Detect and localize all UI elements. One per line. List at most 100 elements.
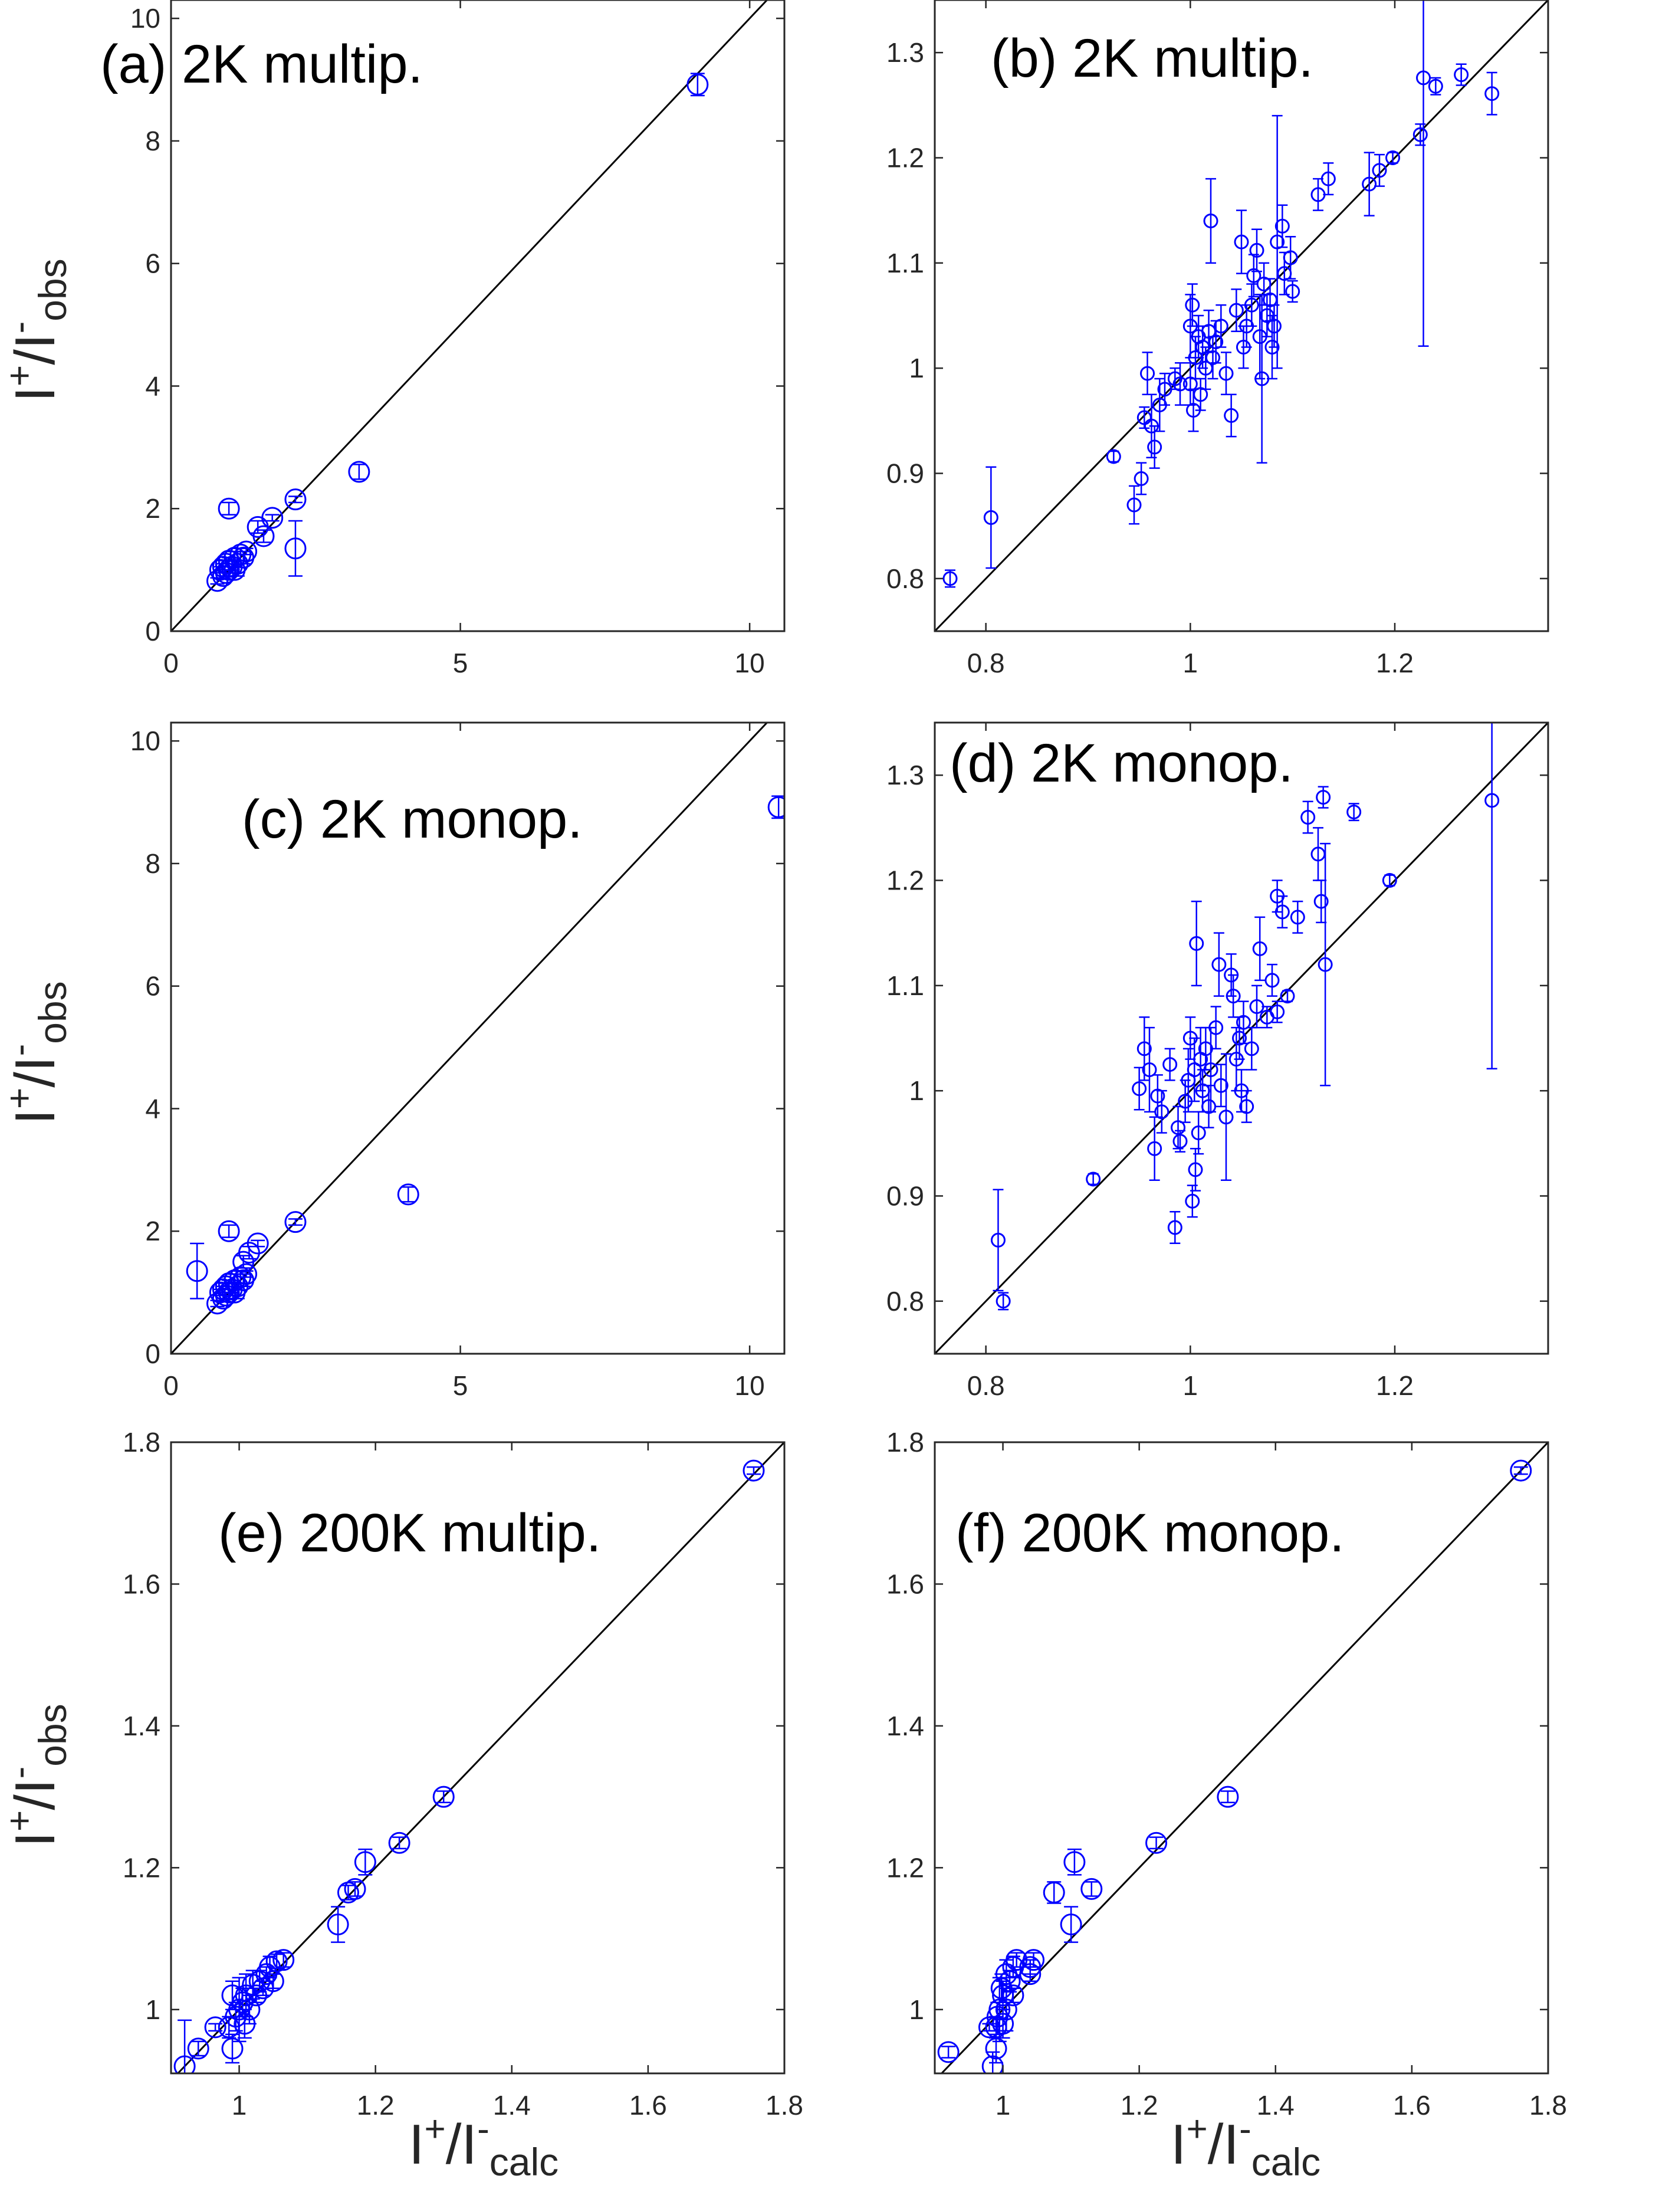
data-point: [1213, 1064, 1228, 1108]
marker-circle: [1244, 1041, 1259, 1056]
marker-circle: [432, 1786, 455, 1808]
data-point: [388, 1832, 410, 1854]
x-tick-label: 0: [163, 648, 179, 678]
y-tick-label: 4: [145, 1093, 160, 1124]
y-tick-label: 0: [145, 616, 160, 646]
marker-circle: [1205, 350, 1220, 365]
marker-circle: [1510, 1459, 1532, 1482]
data-point: [1270, 114, 1285, 369]
data-point: [432, 1786, 455, 1808]
ylabel-row3: I+/I-obs: [0, 1704, 74, 1847]
data-point: [1416, 0, 1431, 347]
data-point: [221, 2033, 244, 2064]
marker-circle: [1316, 790, 1331, 805]
marker-circle: [186, 1260, 208, 1282]
marker-circle: [1080, 1878, 1103, 1900]
data-point: [1484, 723, 1500, 1069]
y-tick-label: 1.1: [886, 970, 924, 1001]
marker-circle: [985, 2037, 1007, 2060]
data-point: [996, 1292, 1011, 1311]
marker-circle: [1193, 387, 1208, 402]
reference-line: [171, 0, 768, 631]
y-tick-label: 1.3: [886, 37, 924, 68]
marker-circle: [1239, 1099, 1254, 1114]
marker-circle: [1232, 1030, 1247, 1046]
marker-circle: [1208, 1020, 1224, 1035]
marker-circle: [1132, 1081, 1147, 1097]
marker-circle: [221, 1984, 244, 2007]
data-point: [1147, 425, 1162, 469]
marker-circle: [232, 1251, 255, 1273]
panel-title: (a) 2K multip.: [100, 34, 423, 94]
panel-title: (f) 200K monop.: [955, 1503, 1345, 1563]
y-tick-label: 6: [145, 971, 160, 1002]
y-tick-label: 1.3: [886, 760, 924, 790]
data-point: [1060, 1906, 1082, 1943]
data-point: [1244, 283, 1259, 327]
y-tick-label: 4: [145, 370, 160, 401]
data-point: [1134, 462, 1149, 495]
data-point: [1106, 449, 1121, 464]
data-point: [1316, 786, 1331, 809]
marker-circle: [1162, 1057, 1178, 1072]
data-point: [354, 1848, 376, 1876]
marker-circle: [1285, 284, 1300, 299]
axes-box: [170, 721, 786, 1355]
marker-circle: [1147, 1141, 1162, 1156]
y-tick-label: 2: [145, 493, 160, 524]
y-tick-label: 1.8: [123, 1427, 160, 1458]
marker-circle: [1484, 793, 1500, 808]
y-tick-label: 8: [145, 848, 160, 879]
marker-circle: [1167, 1220, 1182, 1235]
marker-circle: [284, 1211, 307, 1233]
marker-circle: [686, 73, 709, 96]
x-tick-label: 5: [453, 1370, 468, 1401]
marker-circle: [232, 546, 255, 569]
data-point: [1382, 873, 1397, 888]
data-point: [937, 2041, 960, 2063]
data-point: [206, 1292, 228, 1315]
marker-circle: [327, 1914, 349, 1936]
data-point: [1211, 932, 1227, 997]
marker-circle: [1002, 1956, 1024, 1978]
data-point: [1140, 352, 1155, 395]
panel-title: (c) 2K monop.: [242, 789, 583, 849]
marker-circle: [1140, 366, 1155, 381]
panel-c: 0 5 10 0 2 4 6 8 10 (c) 2K monop.: [130, 721, 786, 1401]
data-point: [337, 1881, 359, 1903]
data-point: [985, 2033, 1007, 2064]
data-point: [284, 488, 307, 511]
data-point: [1346, 803, 1362, 822]
y-tick-label: 6: [145, 248, 160, 279]
y-tick-label: 1.6: [886, 1568, 924, 1599]
x-tick-label: 1.4: [1257, 2090, 1295, 2121]
marker-circle: [1060, 1914, 1082, 1936]
y-tick-label: 1.8: [886, 1427, 924, 1458]
data-point: [1162, 1048, 1178, 1081]
y-tick-label: 1.2: [886, 865, 924, 896]
panel-f: 1 1.2 1.4 1.6 1.8 1 1.2 1.4 1.6 1.8 (f) 200K monop…: [886, 1427, 1567, 2121]
data-point: [327, 1906, 349, 1943]
marker-circle: [1203, 1062, 1218, 1077]
data-point: [218, 497, 240, 520]
data-point: [1428, 77, 1443, 96]
marker-circle: [1428, 78, 1443, 94]
axes-box: [170, 0, 786, 632]
marker-circle: [218, 1220, 240, 1242]
data-point: [1226, 974, 1241, 1018]
marker-circle: [1126, 497, 1142, 513]
data-point: [1259, 1006, 1274, 1029]
marker-circle: [1320, 171, 1336, 186]
data-point: [212, 1278, 234, 1301]
marker-circle: [337, 1881, 359, 1903]
marker-circle: [1106, 449, 1121, 464]
x-tick-label: 1.6: [629, 2090, 667, 2121]
reference-line: [935, 723, 1548, 1354]
x-tick-label: 1.8: [766, 2090, 803, 2121]
data-point: [1172, 362, 1188, 406]
data-point: [1264, 963, 1280, 997]
xlabel-right: I+/I-calc: [1171, 2109, 1320, 2184]
marker-circle: [1211, 957, 1227, 972]
data-point: [1239, 1089, 1254, 1123]
marker-circle: [1217, 1786, 1239, 1808]
